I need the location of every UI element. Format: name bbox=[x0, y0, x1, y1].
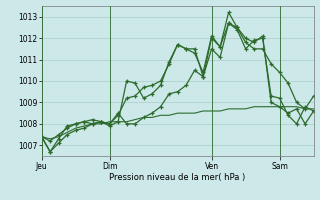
X-axis label: Pression niveau de la mer( hPa ): Pression niveau de la mer( hPa ) bbox=[109, 173, 246, 182]
